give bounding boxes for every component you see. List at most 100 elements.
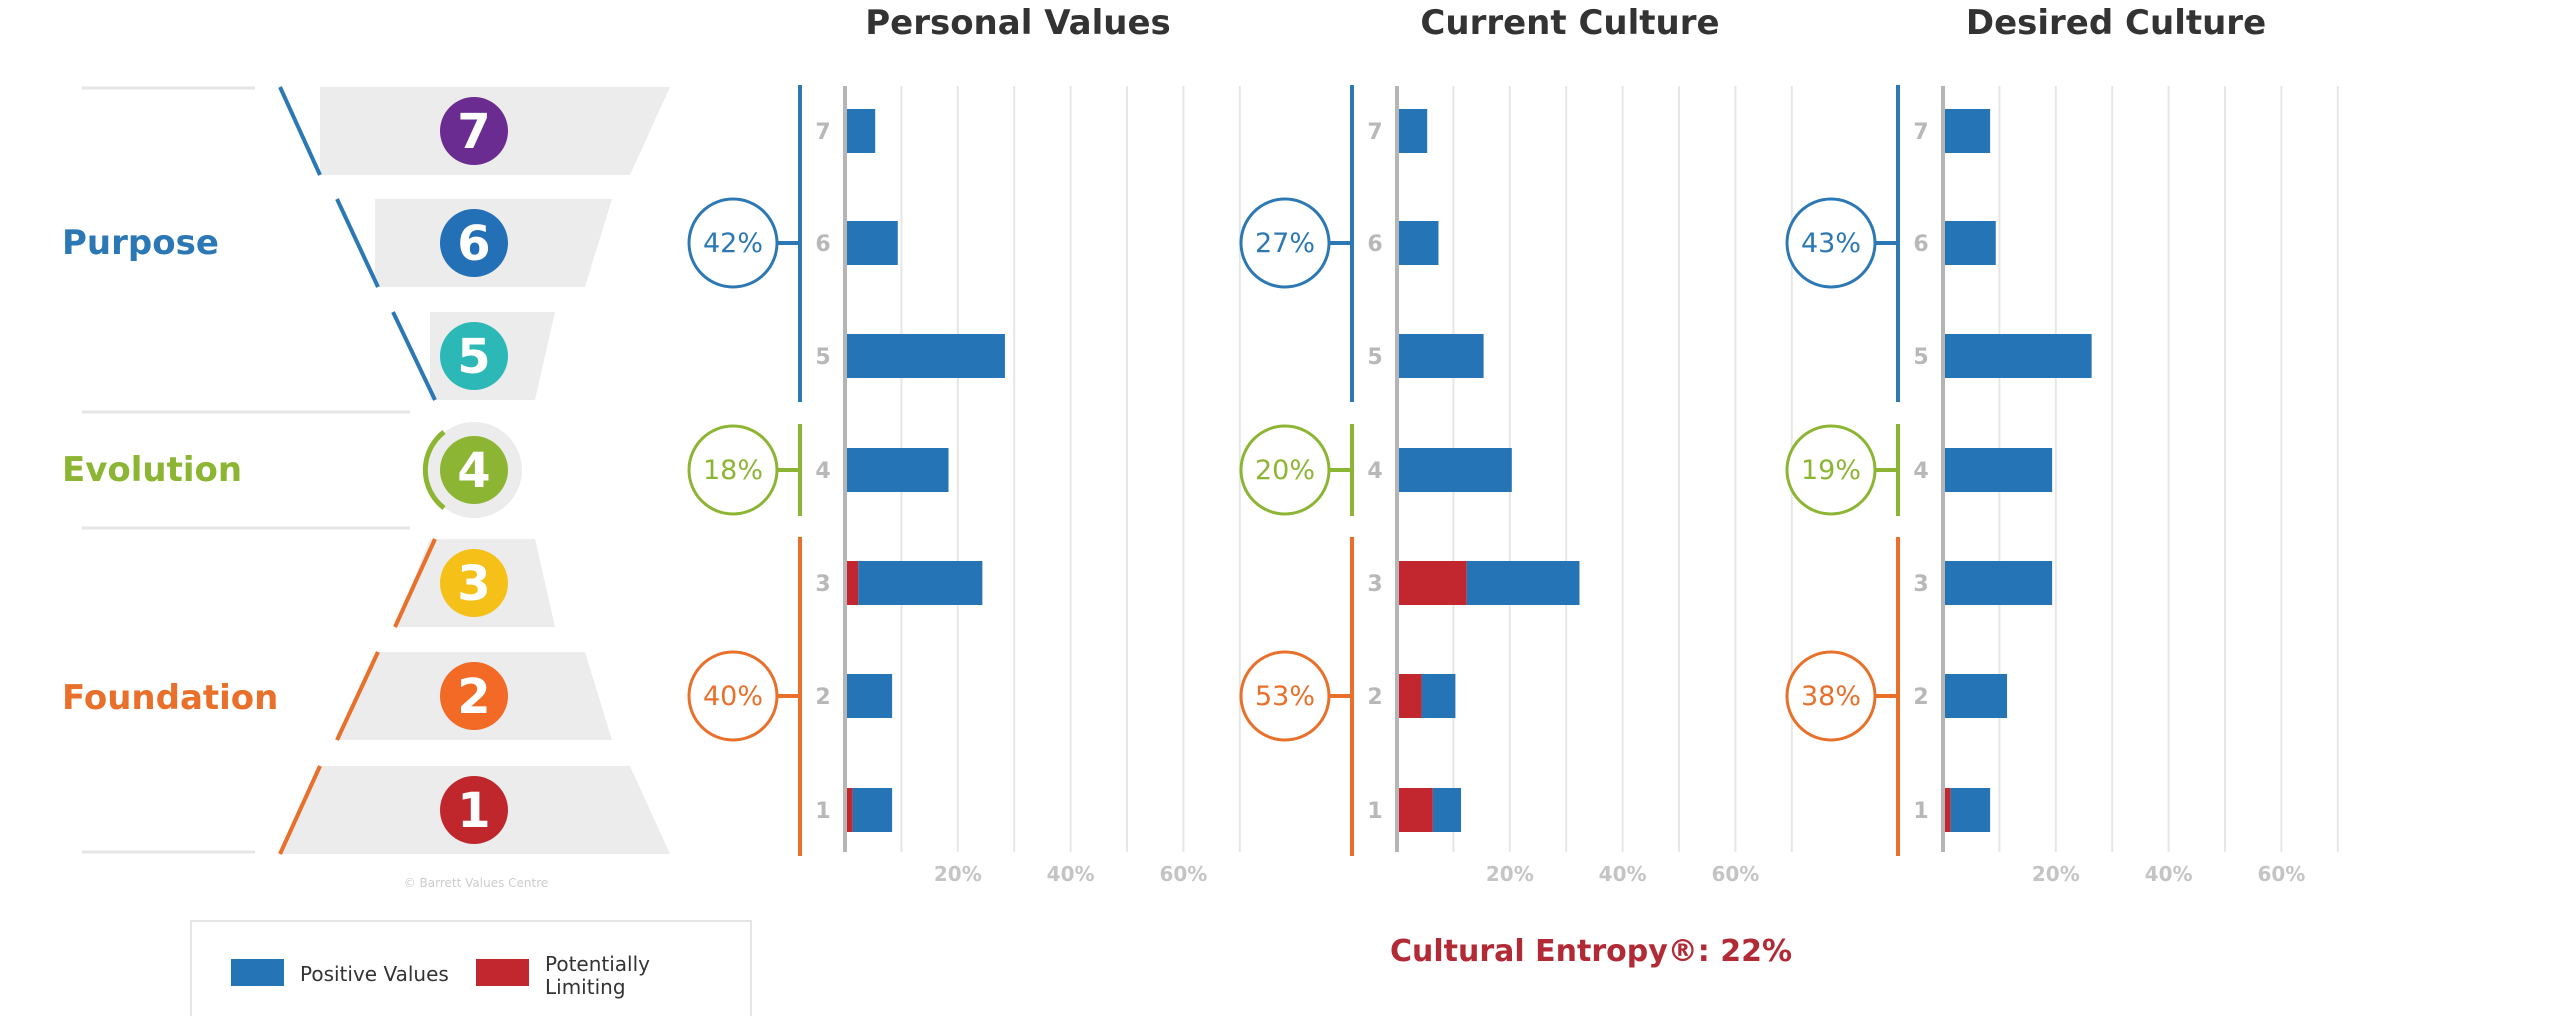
level-circle-5 bbox=[440, 322, 508, 390]
category-label: 2 bbox=[815, 685, 830, 710]
group-label-evolution: Evolution bbox=[62, 450, 242, 490]
chart-panel-0: Personal Values 20% 40% 60% 1 2 3 4 5 6 7 42% 18% 40% bbox=[687, 3, 1241, 886]
chart-panel-1: Current Culture 20% 40% 60% 1 2 3 4 5 6 7 27% 20% 53% bbox=[1239, 3, 1793, 886]
category-label: 1 bbox=[815, 799, 830, 824]
x-tick-label: 40% bbox=[1599, 862, 1647, 886]
bar-positive-6 bbox=[1399, 221, 1439, 265]
group-label-purpose: Purpose bbox=[62, 223, 219, 263]
category-label: 4 bbox=[815, 459, 830, 484]
bar-limiting-2 bbox=[1399, 674, 1422, 718]
group-total-circle bbox=[1239, 650, 1331, 742]
group-total-value: 40% bbox=[703, 681, 763, 712]
level-number-4: 4 bbox=[457, 443, 490, 499]
chart-title: Current Culture bbox=[1420, 3, 1719, 43]
category-label: 6 bbox=[815, 232, 830, 257]
legend-label-positive: Positive Values bbox=[300, 962, 449, 986]
group-total-value: 18% bbox=[703, 455, 763, 486]
level-circle-7 bbox=[440, 97, 508, 165]
bar-limiting-1 bbox=[1945, 788, 1951, 832]
bar-positive-3 bbox=[1945, 561, 2053, 605]
legend-swatch-positive bbox=[231, 959, 284, 986]
legend-label-limiting: Potentially Limiting bbox=[545, 952, 650, 999]
bar-positive-4 bbox=[1945, 448, 2053, 492]
group-total-circle bbox=[1239, 424, 1331, 516]
group-total-circle bbox=[1239, 197, 1331, 289]
bar-positive-1 bbox=[1950, 788, 1991, 832]
x-tick-label: 60% bbox=[1159, 862, 1207, 886]
chart-title: Desired Culture bbox=[1966, 3, 2266, 43]
levels-funnel: 1 2 3 4 5 6 7 bbox=[82, 86, 670, 855]
bar-positive-2 bbox=[1421, 674, 1456, 718]
group-total-value: 20% bbox=[1255, 455, 1315, 486]
group-total-circle bbox=[687, 424, 779, 516]
category-label: 2 bbox=[1367, 685, 1382, 710]
level-edge-6 bbox=[335, 198, 380, 288]
group-total-value: 27% bbox=[1255, 228, 1315, 259]
legend: Positive Values Potentially Limiting bbox=[190, 920, 752, 1020]
cultural-entropy-label: Cultural Entropy®: 22% bbox=[1390, 934, 1792, 969]
category-label: 4 bbox=[1913, 459, 1928, 484]
bar-positive-4 bbox=[847, 448, 949, 492]
level-circle-4 bbox=[440, 436, 508, 504]
x-tick-label: 60% bbox=[1711, 862, 1759, 886]
level-edge-2 bbox=[335, 651, 380, 741]
legend-label-line: Potentially bbox=[545, 952, 650, 976]
bar-positive-1 bbox=[852, 788, 893, 832]
category-label: 6 bbox=[1367, 232, 1382, 257]
level-number-1: 1 bbox=[457, 783, 490, 839]
group-total-value: 19% bbox=[1801, 455, 1861, 486]
category-label: 1 bbox=[1367, 799, 1382, 824]
bar-positive-5 bbox=[847, 334, 1005, 378]
level-circle-2 bbox=[440, 662, 508, 730]
category-label: 5 bbox=[1367, 345, 1382, 370]
level-number-6: 6 bbox=[457, 216, 490, 272]
level-edge-5 bbox=[391, 311, 437, 401]
level-number-5: 5 bbox=[457, 329, 490, 385]
bar-positive-2 bbox=[1945, 674, 2008, 718]
group-total-circle bbox=[1785, 650, 1877, 742]
bar-positive-1 bbox=[1432, 788, 1462, 832]
bar-positive-7 bbox=[1945, 109, 1991, 153]
level-circle-6 bbox=[440, 209, 508, 277]
copyright-text: © Barrett Values Centre bbox=[404, 876, 549, 890]
category-label: 3 bbox=[815, 572, 830, 597]
group-total-value: 53% bbox=[1255, 681, 1315, 712]
x-tick-label: 60% bbox=[2257, 862, 2305, 886]
bar-positive-3 bbox=[858, 561, 983, 605]
group-total-circle bbox=[687, 197, 779, 289]
group-total-circle bbox=[687, 650, 779, 742]
level-circle-3 bbox=[440, 549, 508, 617]
category-label: 2 bbox=[1913, 685, 1928, 710]
level-edge-4 bbox=[422, 430, 446, 510]
bar-positive-2 bbox=[847, 674, 893, 718]
group-total-value: 38% bbox=[1801, 681, 1861, 712]
category-label: 7 bbox=[815, 120, 830, 145]
bar-positive-6 bbox=[1945, 221, 1996, 265]
x-tick-label: 40% bbox=[1047, 862, 1095, 886]
group-label-foundation: Foundation bbox=[62, 678, 278, 718]
bar-positive-4 bbox=[1399, 448, 1512, 492]
bar-limiting-1 bbox=[847, 788, 853, 832]
bar-positive-7 bbox=[1399, 109, 1428, 153]
bar-positive-5 bbox=[1399, 334, 1484, 378]
bar-positive-5 bbox=[1945, 334, 2092, 378]
legend-box bbox=[190, 920, 752, 1020]
x-tick-label: 20% bbox=[934, 862, 982, 886]
x-tick-label: 20% bbox=[1486, 862, 1534, 886]
category-label: 1 bbox=[1913, 799, 1928, 824]
x-tick-label: 40% bbox=[2145, 862, 2193, 886]
category-label: 5 bbox=[1913, 345, 1928, 370]
level-edge-3 bbox=[393, 538, 437, 628]
group-total-circle bbox=[1785, 197, 1877, 289]
category-label: 4 bbox=[1367, 459, 1382, 484]
level-circle-1 bbox=[440, 776, 508, 844]
legend-label-line: Limiting bbox=[545, 975, 626, 999]
bar-limiting-3 bbox=[847, 561, 859, 605]
legend-swatch-limiting bbox=[476, 959, 529, 986]
level-number-7: 7 bbox=[457, 104, 490, 160]
bar-limiting-1 bbox=[1399, 788, 1433, 832]
level-edge-1 bbox=[278, 765, 322, 855]
category-label: 3 bbox=[1367, 572, 1382, 597]
